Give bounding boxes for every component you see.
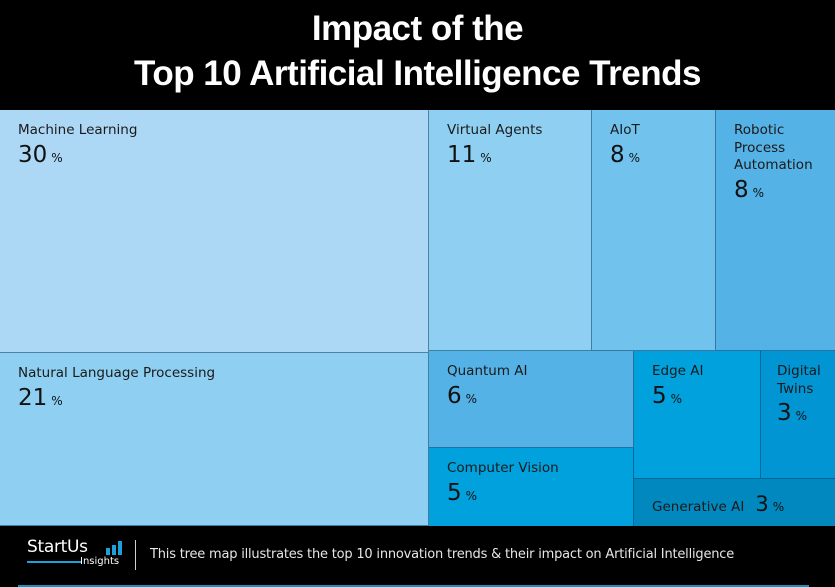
tile-value: 30: [18, 141, 48, 168]
treemap-tile-aiot[interactable]: AIoT 8%: [592, 110, 716, 351]
tile-unit: %: [51, 393, 63, 408]
treemap: Machine Learning 30% Natural Language Pr…: [0, 110, 835, 526]
footer-divider: [135, 540, 136, 570]
tile-value: 3: [755, 492, 769, 516]
tile-label: Natural Language Processing: [18, 365, 216, 381]
chart-footer: StartUs Insights This tree map illustrat…: [0, 526, 835, 587]
tile-unit: %: [752, 185, 765, 200]
footer-accent-line: [18, 585, 809, 587]
logo-brand-text: StartUs: [27, 537, 88, 557]
tile-value: 21: [18, 384, 48, 411]
tile-unit: %: [628, 150, 641, 165]
logo-sub-text: Insights: [80, 556, 120, 567]
tile-label: Computer Vision: [447, 460, 559, 476]
footer-caption: This tree map illustrates the top 10 inn…: [150, 547, 735, 562]
tile-value: 3: [777, 400, 792, 426]
tile-unit: %: [670, 391, 683, 406]
bar-chart-icon: [106, 541, 124, 555]
tile-unit: %: [480, 150, 492, 165]
tile-label-line: Digital: [777, 363, 821, 379]
tile-value: 5: [447, 479, 462, 506]
logo-underline: [27, 561, 82, 563]
treemap-tile-quantum-ai[interactable]: Quantum AI 6%: [429, 351, 634, 448]
tile-value: 8: [734, 176, 749, 203]
tile-unit: %: [465, 391, 478, 406]
tile-unit: %: [772, 500, 785, 514]
tile-value: 11: [447, 141, 477, 168]
chart-header: Impact of the Top 10 Artificial Intellig…: [0, 0, 835, 110]
tile-label: Quantum AI: [447, 363, 528, 379]
treemap-tile-virtual-agents[interactable]: Virtual Agents 11%: [429, 110, 592, 351]
treemap-tile-machine-learning[interactable]: Machine Learning 30%: [0, 110, 429, 353]
treemap-tile-edge-ai[interactable]: Edge AI 5%: [634, 351, 761, 479]
tile-label: AIoT: [610, 122, 640, 138]
treemap-tile-computer-vision[interactable]: Computer Vision 5%: [429, 448, 634, 526]
treemap-tile-generative-ai[interactable]: Generative AI 3%: [634, 479, 835, 526]
tile-value: 6: [447, 382, 462, 409]
tile-unit: %: [51, 150, 63, 165]
startus-insights-logo[interactable]: StartUs Insights: [27, 537, 127, 569]
tile-label: Machine Learning: [18, 122, 138, 138]
tile-label: Edge AI: [652, 363, 704, 379]
treemap-tile-natural-language-processing[interactable]: Natural Language Processing 21%: [0, 353, 429, 526]
tile-label-line: Automation: [734, 157, 813, 173]
chart-title-line-1: Impact of the: [311, 9, 524, 48]
treemap-tile-digital-twins[interactable]: Digital Twins 3%: [761, 351, 835, 479]
tile-value: 8: [610, 141, 625, 168]
tile-unit: %: [795, 409, 808, 423]
tile-label: Virtual Agents: [447, 122, 543, 138]
tile-value: 5: [652, 382, 667, 409]
tile-label-line: Robotic: [734, 122, 785, 138]
treemap-tile-robotic-process-automation[interactable]: Robotic Process Automation 8%: [716, 110, 835, 351]
tile-label: Generative AI: [652, 499, 745, 515]
chart-title-line-2: Top 10 Artificial Intelligence Trends: [134, 54, 701, 93]
tile-unit: %: [465, 488, 478, 503]
tile-label-line: Twins: [777, 380, 814, 397]
tile-label-line: Process: [734, 139, 786, 156]
